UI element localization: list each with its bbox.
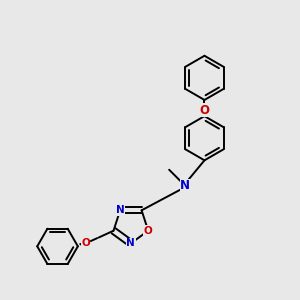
Text: N: N (127, 238, 135, 248)
Text: O: O (81, 238, 90, 248)
Text: O: O (200, 104, 209, 117)
Text: N: N (116, 205, 124, 215)
Text: O: O (144, 226, 153, 236)
Text: N: N (180, 179, 190, 192)
